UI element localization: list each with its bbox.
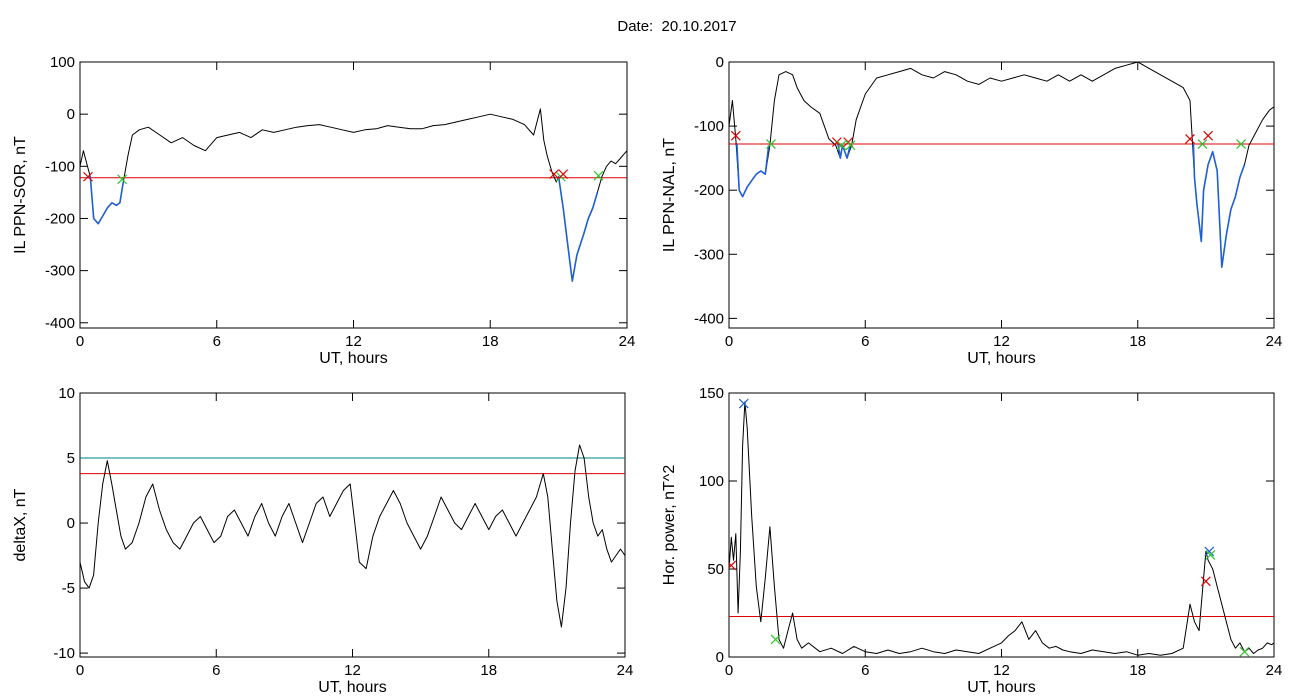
chart-ppn-nal-plot-area [729, 62, 1274, 268]
chart-deltax-ylabel: deltaX, nT [12, 488, 29, 561]
chart-deltax-xlabel: UT, hours [318, 679, 386, 696]
chart-ppn-nal-ytick-label-0: 0 [716, 54, 724, 71]
chart-deltax-ytick-label--5: -5 [62, 580, 75, 597]
chart-ppn-sor-series-below-threshold-1 [86, 175, 125, 225]
chart-deltax-plot-area [80, 444, 625, 628]
chart-hor-power-marker-blue-4 [1204, 546, 1215, 557]
chart-deltax-ytick-label-0: 0 [67, 515, 75, 532]
chart-ppn-sor-ylabel: IL PPN-SOR, nT [12, 136, 29, 254]
chart-hor-power-ytick-label-0: 0 [716, 649, 724, 666]
chart-ppn-nal-ytick-label--300: -300 [694, 246, 724, 263]
chart-ppn-sor-xtick-label-6: 6 [213, 333, 221, 350]
chart-deltax-xtick-label-24: 24 [617, 662, 634, 679]
chart-ppn-nal-marker-green-9 [1236, 139, 1246, 149]
chart-ppn-nal-frame [728, 61, 1275, 329]
chart-ppn-sor-xtick-label-0: 0 [76, 333, 84, 350]
chart-hor-power-marker-red-0 [729, 560, 737, 571]
chart-hor-power-frame [728, 392, 1275, 658]
chart-hor-power-plot-area [729, 398, 1274, 657]
chart-ppn-nal-marker-red-6 [1185, 133, 1195, 144]
chart-ppn-sor-ytick-label-0: 0 [67, 106, 75, 123]
panel-ppn-nal: 0 6 12 18 24 0 -100 -200 -300 -400 UT, hours IL PPN… [661, 54, 1282, 367]
chart-deltax-xtick-label-6: 6 [212, 662, 220, 679]
chart-ppn-sor-plot-area [80, 108, 627, 282]
page-title: Date: 20.10.2017 [617, 18, 737, 35]
chart-ppn-nal-marker-green-5 [845, 140, 856, 151]
chart-hor-power-ylabel: Hor. power, nT^2 [661, 465, 678, 586]
chart-ppn-sor-ytick-label--400: -400 [45, 315, 75, 332]
chart-hor-power-ytick-label-150: 150 [699, 385, 724, 402]
chart-ppn-nal-series-below-threshold-3 [1192, 143, 1246, 268]
panel-hor-power: 0 6 12 18 24 150 100 50 0 UT, hours Hor. power, nT… [661, 385, 1282, 696]
chart-hor-power-xlabel: UT, hours [967, 679, 1035, 696]
chart-ppn-nal-marker-green-7 [1197, 139, 1208, 149]
chart-ppn-sor-xtick-label-18: 18 [482, 333, 499, 350]
chart-deltax-frame [79, 392, 626, 658]
chart-ppn-sor-frame [79, 61, 628, 329]
chart-hor-power-series-main-0 [729, 401, 1274, 656]
chart-deltax-xtick-label-0: 0 [76, 662, 84, 679]
chart-hor-power-xtick-label-6: 6 [861, 662, 869, 679]
chart-deltax-xtick-label-18: 18 [480, 662, 497, 679]
panel-ppn-sor: 0 6 12 18 24 100 0 -100 -200 -300 -400 UT, hours IL … [12, 54, 635, 367]
chart-ppn-nal-marker-green-3 [836, 140, 847, 151]
chart-ppn-nal-marker-red-8 [1203, 130, 1214, 141]
chart-ppn-sor-xtick-label-12: 12 [345, 333, 362, 350]
panel-deltax: 0 6 12 18 24 10 5 0 -5 -10 UT, hours deltaX, nT [12, 385, 633, 696]
chart-ppn-sor-marker-green-5 [593, 170, 604, 181]
chart-ppn-nal-marker-red-0 [730, 130, 741, 141]
chart-deltax-ytick-label--10: -10 [53, 645, 75, 662]
chart-hor-power-xtick-label-12: 12 [993, 662, 1010, 679]
chart-hor-power-ytick-label-100: 100 [699, 473, 724, 490]
chart-ppn-sor-ytick-label--300: -300 [45, 263, 75, 280]
chart-hor-power-xtick-label-0: 0 [725, 662, 733, 679]
chart-ppn-sor-ytick-label--100: -100 [45, 158, 75, 175]
chart-ppn-nal-ytick-label--100: -100 [694, 118, 724, 135]
chart-ppn-nal-ytick-label--200: -200 [694, 182, 724, 199]
chart-deltax-xtick-label-12: 12 [344, 662, 361, 679]
chart-ppn-nal-xtick-label-24: 24 [1266, 333, 1283, 350]
chart-ppn-sor-ytick-label-100: 100 [50, 54, 75, 71]
chart-ppn-nal-xtick-label-6: 6 [861, 333, 869, 350]
chart-ppn-nal-marker-green-1 [766, 139, 776, 149]
chart-ppn-nal-xtick-label-18: 18 [1129, 333, 1146, 350]
chart-ppn-sor-xlabel: UT, hours [319, 350, 387, 367]
chart-deltax-series-main-0 [80, 444, 625, 628]
chart-deltax-ytick-label-5: 5 [67, 450, 75, 467]
chart-deltax-ytick-label-10: 10 [58, 385, 75, 402]
chart-ppn-sor-marker-red-4 [558, 169, 569, 180]
chart-ppn-nal-ylabel: IL PPN-NAL, nT [661, 138, 678, 252]
chart-ppn-sor-marker-red-2 [549, 169, 559, 180]
chart-ppn-sor-ytick-label--200: -200 [45, 210, 75, 227]
chart-ppn-sor-marker-green-1 [117, 174, 128, 185]
chart-ppn-sor-series-main-0 [80, 108, 627, 282]
chart-ppn-nal-series-below-threshold-2 [837, 143, 852, 159]
chart-hor-power-ytick-label-50: 50 [707, 561, 724, 578]
chart-hor-power-marker-green-5 [1205, 549, 1216, 560]
chart-hor-power-xtick-label-24: 24 [1266, 662, 1283, 679]
chart-hor-power-marker-green-2 [770, 634, 781, 645]
chart-ppn-nal-ytick-label--400: -400 [694, 310, 724, 327]
chart-hor-power-marker-green-6 [1239, 646, 1250, 657]
chart-ppn-nal-xtick-label-12: 12 [993, 333, 1010, 350]
chart-ppn-sor-series-below-threshold-2 [556, 175, 599, 282]
chart-ppn-sor-marker-red-0 [83, 171, 93, 182]
chart-hor-power-marker-blue-1 [738, 398, 749, 409]
chart-ppn-sor-xtick-label-24: 24 [619, 333, 636, 350]
chart-ppn-nal-xlabel: UT, hours [967, 350, 1035, 367]
chart-hor-power-xtick-label-18: 18 [1129, 662, 1146, 679]
chart-ppn-nal-xtick-label-0: 0 [725, 333, 733, 350]
chart-ppn-nal-marker-red-2 [831, 137, 842, 148]
chart-ppn-nal-series-below-threshold-1 [736, 143, 770, 198]
chart-ppn-nal-series-main-0 [729, 62, 1274, 268]
chart-hor-power-marker-red-3 [1200, 576, 1211, 587]
